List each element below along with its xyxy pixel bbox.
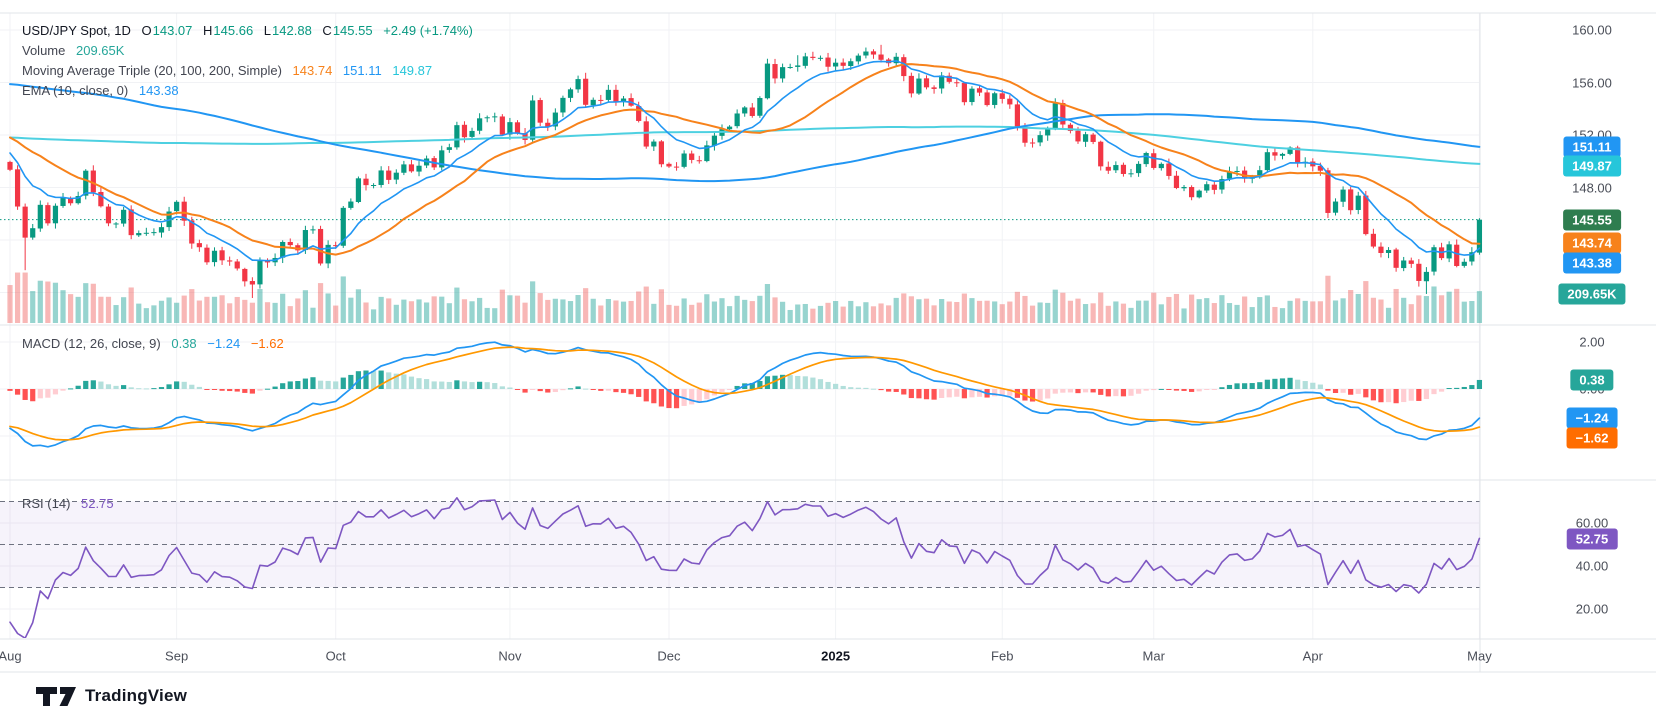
sma200-value: 149.87 — [392, 63, 433, 78]
axis-badge: 0.38 — [1570, 369, 1614, 391]
time-axis-month-label: Feb — [991, 648, 1014, 664]
macd-line-value: −1.24 — [207, 336, 241, 351]
axis-badge: 143.38 — [1563, 252, 1621, 274]
ohlc-high-value: 145.66 — [213, 23, 254, 38]
time-axis-month-label: Nov — [498, 648, 522, 664]
axis-label: 2.00 — [1579, 334, 1605, 350]
ohlc-high-key: H — [203, 23, 213, 38]
macd-label: MACD (12, 26, close, 9) — [22, 336, 161, 351]
ohlc-low-value: 142.88 — [272, 23, 312, 38]
sma100-value: 151.11 — [342, 63, 382, 78]
ema-label: EMA (10, close, 0) — [22, 83, 129, 98]
time-axis-month-label: Dec — [657, 648, 681, 664]
axis-label: 160.00 — [1572, 22, 1612, 38]
time-axis-month-label: Aug — [0, 648, 22, 664]
main-legend[interactable]: USD/JPY Spot, 1D O143.07 H145.66 L142.88… — [22, 21, 473, 101]
macd-hist-value: 0.38 — [171, 336, 197, 351]
time-axis-month-label: May — [1467, 648, 1492, 664]
time-axis-month-label: Apr — [1302, 648, 1323, 664]
axis-badge: 145.55 — [1563, 209, 1621, 231]
axis-label: 156.00 — [1572, 75, 1612, 90]
ema-legend-row[interactable]: EMA (10, close, 0) 143.38 — [22, 81, 473, 101]
ma-triple-legend-row[interactable]: Moving Average Triple (20, 100, 200, Sim… — [22, 61, 473, 81]
axis-badge: 151.11 — [1563, 136, 1621, 158]
axis-badge: −1.24 — [1566, 407, 1618, 429]
axis-badge: 149.87 — [1563, 155, 1621, 177]
time-axis-month-label: Oct — [325, 648, 346, 664]
time-axis-month-label: Mar — [1142, 648, 1165, 664]
macd-legend-row[interactable]: MACD (12, 26, close, 9) 0.38 −1.24 −1.62 — [22, 334, 284, 354]
ema-value: 143.38 — [138, 83, 179, 98]
axis-label: 148.00 — [1572, 180, 1612, 195]
rsi-label: RSI (14) — [22, 496, 71, 511]
axis-label: 60.00 — [1575, 515, 1609, 531]
macd-legend[interactable]: MACD (12, 26, close, 9) 0.38 −1.24 −1.62 — [22, 334, 284, 354]
axis-badge: 143.74 — [1563, 232, 1621, 254]
ohlc-low-key: L — [263, 23, 272, 38]
ohlc-open-key: O — [141, 23, 152, 38]
symbol-legend-row[interactable]: USD/JPY Spot, 1D O143.07 H145.66 L142.88… — [22, 21, 473, 41]
axis-label: 40.00 — [1575, 558, 1609, 574]
rsi-value: 52.75 — [81, 496, 114, 511]
volume-legend-row[interactable]: Volume 209.65K — [22, 41, 473, 61]
time-axis-month-label: 2025 — [821, 648, 851, 664]
volume-value: 209.65K — [76, 43, 125, 58]
time-axis-month-label: Sep — [165, 648, 189, 664]
axis-label: 20.00 — [1575, 601, 1609, 617]
axis-badge: 52.75 — [1566, 528, 1618, 550]
tradingview-logo-text: TradingView — [85, 686, 188, 705]
axis-badge: −1.62 — [1566, 427, 1618, 449]
rsi-legend-row[interactable]: RSI (14) 52.75 — [22, 494, 114, 514]
sma20-value: 143.74 — [292, 63, 333, 78]
volume-label: Volume — [22, 43, 66, 58]
tradingview-logo[interactable]: TradingView — [36, 686, 187, 706]
change-value: +2.49 (+1.74%) — [383, 23, 473, 38]
tradingview-logo-icon — [36, 686, 76, 706]
symbol-title: USD/JPY Spot, 1D — [22, 23, 131, 38]
ohlc-open-value: 143.07 — [152, 23, 193, 38]
ohlc-close-value: 145.55 — [332, 23, 373, 38]
rsi-legend[interactable]: RSI (14) 52.75 — [22, 494, 114, 514]
axis-badge: 209.65K — [1558, 283, 1626, 305]
macd-signal-value: −1.62 — [250, 336, 284, 351]
ohlc-close-key: C — [322, 23, 332, 38]
ma-triple-label: Moving Average Triple (20, 100, 200, Sim… — [22, 63, 282, 78]
